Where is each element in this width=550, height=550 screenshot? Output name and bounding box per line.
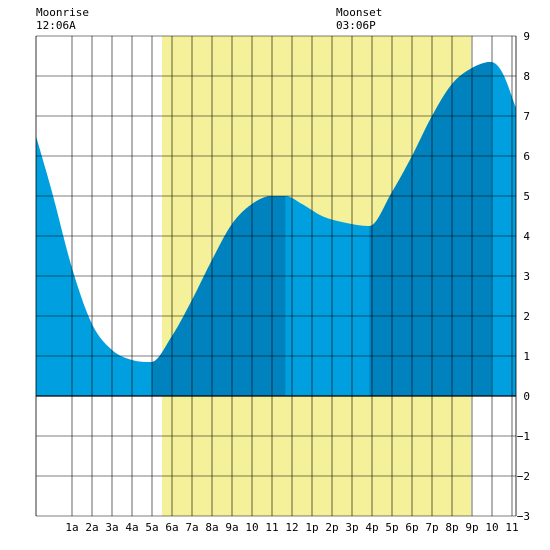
x-tick-label: 3a <box>105 521 118 534</box>
y-tick-label: 6 <box>523 150 530 163</box>
x-axis-ticks: 1a 2a 3a 4a 5a 6a 7a 8a 9a 10 11 12 1p 2p 3p 4p 5p 6p 7p 8p… <box>65 521 518 534</box>
x-tick-label: 7a <box>185 521 198 534</box>
x-tick-label: 3p <box>345 521 358 534</box>
y-tick-label: 4 <box>523 230 530 243</box>
x-tick-label: 2p <box>325 521 338 534</box>
y-tick-label: −3 <box>517 510 530 523</box>
x-tick-label: 4p <box>365 521 378 534</box>
x-tick-label: 10 <box>485 521 498 534</box>
moonset-time: 03:06P <box>336 19 376 32</box>
moonset-label: Moonset <box>336 6 383 19</box>
y-tick-label: 0 <box>523 390 530 403</box>
tide-area-dark <box>369 62 491 396</box>
moonrise-label: Moonrise <box>36 6 89 19</box>
x-tick-label: 7p <box>425 521 438 534</box>
y-tick-label: 3 <box>523 270 530 283</box>
y-axis-ticks: 9 8 7 6 5 4 3 2 1 0 −1 −2 −3 <box>517 30 531 523</box>
moonrise-time: 12:06A <box>36 19 76 32</box>
x-tick-label: 8p <box>445 521 458 534</box>
x-tick-label: 5a <box>145 521 158 534</box>
x-tick-label: 6a <box>165 521 178 534</box>
x-tick-label: 4a <box>125 521 138 534</box>
x-tick-label: 10 <box>245 521 258 534</box>
x-tick-label: 9a <box>225 521 238 534</box>
x-tick-label: 6p <box>405 521 418 534</box>
moonrise-info: Moonrise 12:06A <box>36 6 89 32</box>
x-tick-label: 5p <box>385 521 398 534</box>
x-tick-label: 9p <box>465 521 478 534</box>
moonset-info: Moonset 03:06P <box>336 6 382 32</box>
y-tick-label: 5 <box>523 190 530 203</box>
x-tick-label: 12 <box>285 521 298 534</box>
x-tick-label: 2a <box>85 521 98 534</box>
y-tick-label: 9 <box>523 30 530 43</box>
x-tick-label: 1p <box>305 521 318 534</box>
x-tick-label: 1a <box>65 521 78 534</box>
chart-grid <box>35 35 517 517</box>
y-tick-label: 2 <box>523 310 530 323</box>
x-tick-label: 11 <box>505 521 518 534</box>
x-tick-label: 8a <box>205 521 218 534</box>
y-tick-label: 8 <box>523 70 530 83</box>
y-tick-label: −1 <box>517 430 530 443</box>
y-tick-label: 7 <box>523 110 530 123</box>
y-tick-label: −2 <box>517 470 530 483</box>
y-tick-label: 1 <box>523 350 530 363</box>
x-tick-label: 11 <box>265 521 278 534</box>
